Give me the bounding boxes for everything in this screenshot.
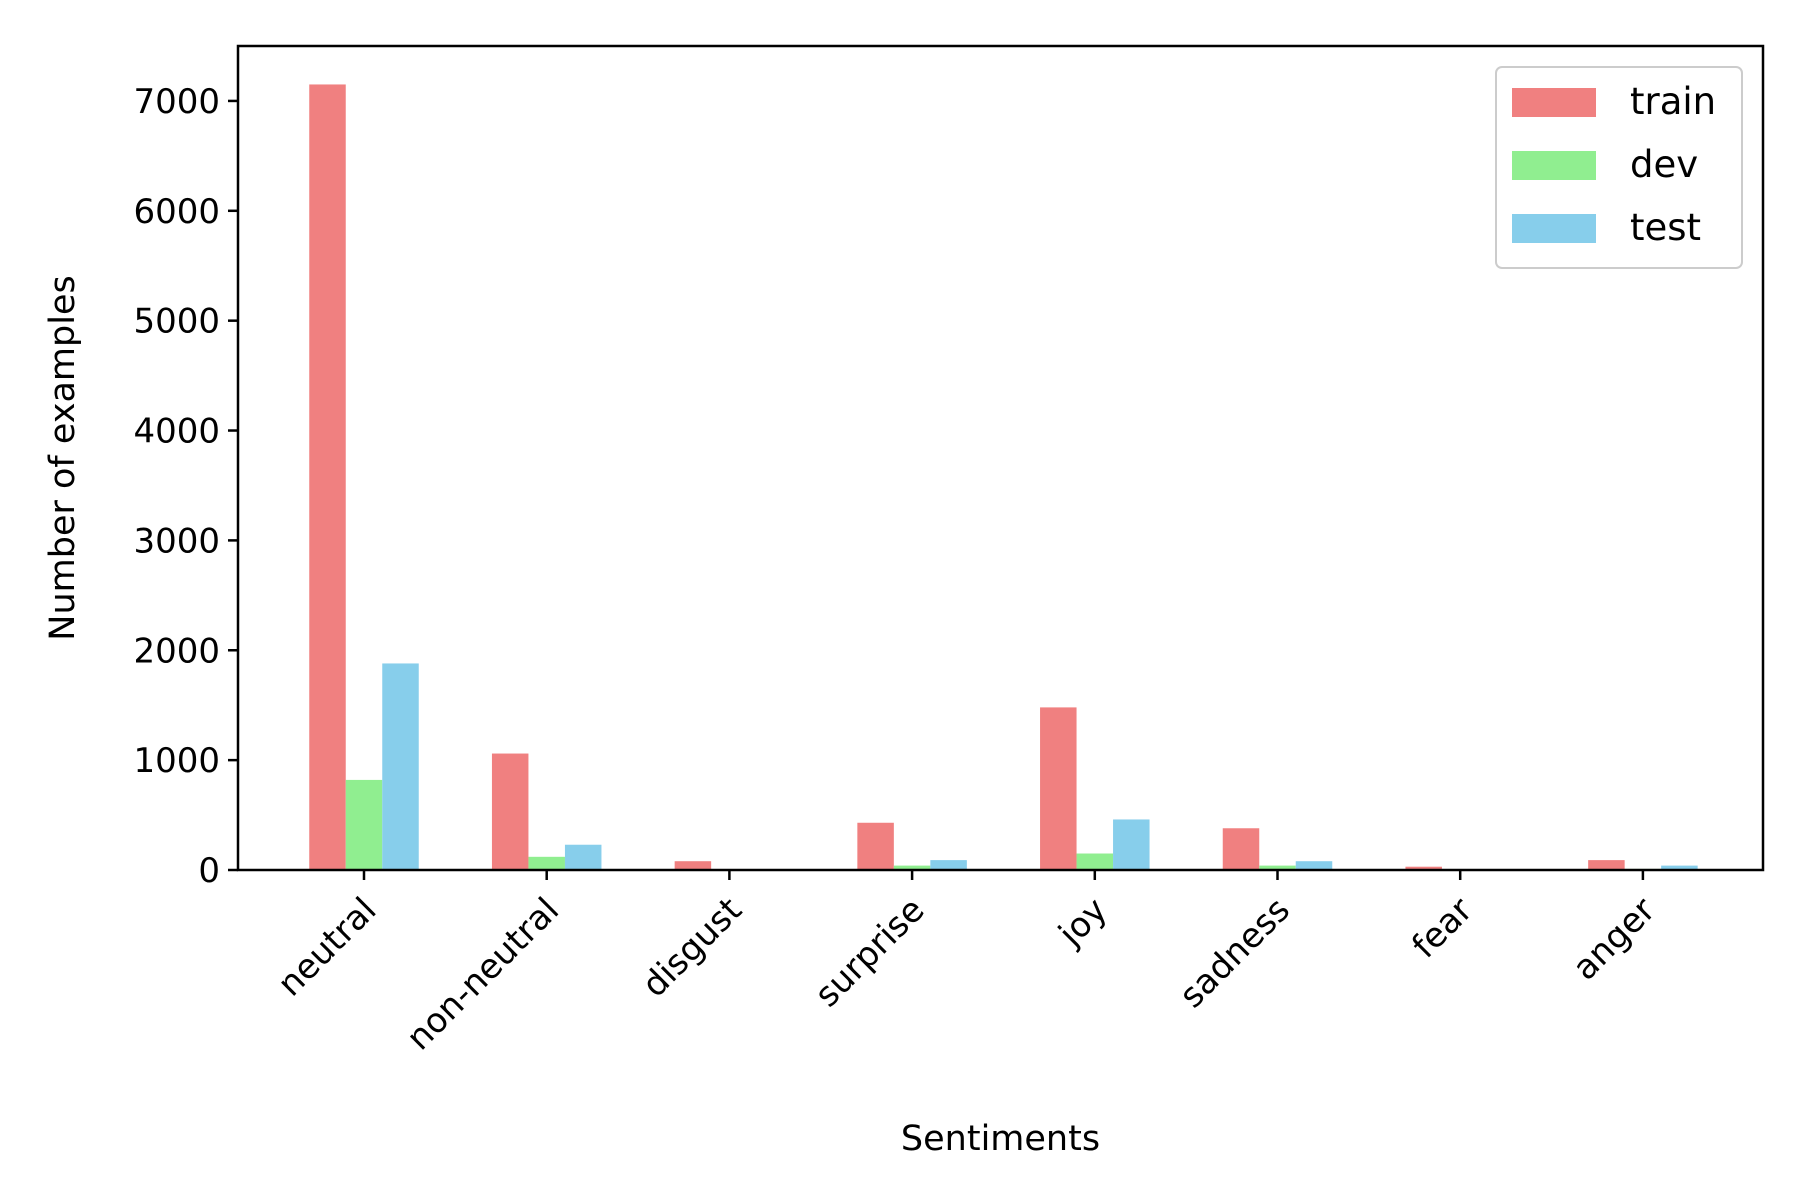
bar-train-sadness	[1222, 828, 1260, 870]
x-tick-label-sadness: sadness	[1172, 890, 1298, 1016]
bar-dev-sadness	[1259, 865, 1296, 870]
bar-dev-neutral	[345, 779, 383, 870]
x-tick-label-disgust: disgust	[635, 890, 750, 1005]
legend-swatch-test	[1512, 214, 1596, 243]
legend: train dev test	[1495, 66, 1743, 269]
x-tick-label-surprise: surprise	[807, 890, 932, 1015]
legend-label-test: test	[1630, 206, 1701, 249]
bar-train-fear	[1405, 866, 1442, 870]
legend-label-dev: dev	[1630, 143, 1698, 186]
x-axis: neutral non-neutral disgust surprise joy sadn…	[270, 870, 1663, 1058]
x-axis-title: Sentiments	[901, 1119, 1100, 1159]
bar-dev-non-neutral	[528, 856, 565, 870]
bar-test-non-neutral	[564, 844, 602, 870]
bar-test-surprise	[930, 860, 967, 870]
bar-test-neutral	[382, 663, 419, 870]
x-tick-label-neutral: neutral	[270, 890, 384, 1004]
y-tick-label: 5000	[133, 302, 220, 342]
bar-dev-surprise	[893, 865, 931, 870]
y-axis-title: Number of examples	[43, 275, 83, 640]
bar-train-neutral	[309, 84, 346, 871]
y-tick-label: 1000	[133, 741, 220, 781]
y-tick-label: 0	[198, 851, 220, 891]
x-tick-label-joy: joy	[1051, 890, 1116, 955]
bar-dev-joy	[1076, 853, 1114, 870]
y-tick-label: 3000	[133, 521, 220, 561]
x-tick-label-anger: anger	[1565, 890, 1663, 988]
bar-train-joy	[1040, 707, 1077, 870]
y-axis: 0 1000 2000 3000 4000 5000 6000 7000	[133, 82, 238, 891]
legend-swatch-train	[1512, 88, 1596, 117]
y-tick-label: 7000	[133, 82, 220, 122]
y-tick-label: 2000	[133, 631, 220, 671]
bar-test-sadness	[1295, 861, 1333, 870]
legend-label-train: train	[1630, 80, 1716, 123]
y-tick-label: 6000	[133, 192, 220, 232]
bar-test-anger	[1661, 865, 1698, 870]
bar-train-surprise	[857, 822, 894, 870]
y-tick-label: 4000	[133, 412, 220, 452]
legend-swatch-dev	[1512, 151, 1596, 180]
bar-test-joy	[1113, 819, 1150, 870]
bars-layer	[309, 84, 1698, 871]
bar-train-anger	[1588, 860, 1625, 870]
plot-frame	[236, 44, 1765, 872]
bar-train-non-neutral	[491, 753, 529, 870]
bar-train-disgust	[674, 861, 712, 870]
x-tick-label-fear: fear	[1404, 890, 1480, 966]
x-tick-label-non-neutral: non-neutral	[399, 890, 567, 1058]
